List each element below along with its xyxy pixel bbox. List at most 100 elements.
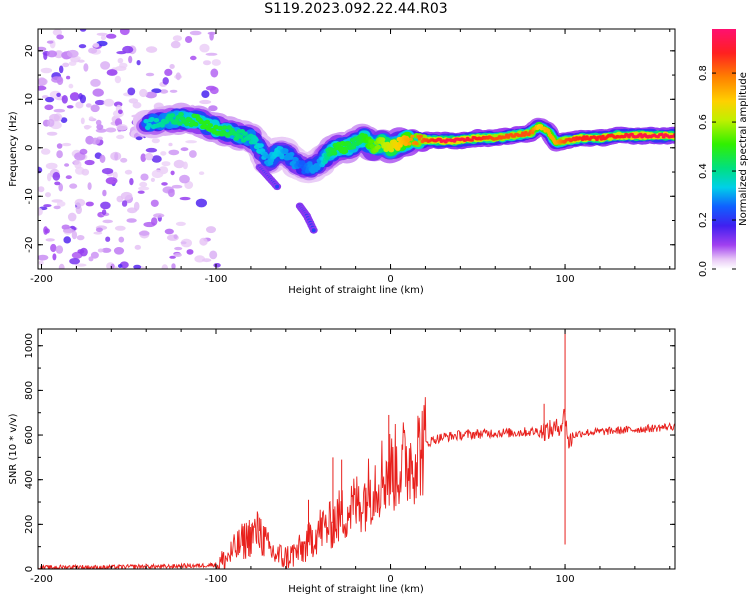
noise-blob bbox=[67, 212, 77, 222]
noise-blob bbox=[47, 118, 55, 127]
noise-blob bbox=[138, 186, 150, 191]
noise-blob bbox=[209, 86, 219, 95]
noise-blob bbox=[114, 66, 127, 71]
chart-title: S119.2023.092.22.44.R03 bbox=[264, 1, 448, 17]
noise-blob bbox=[201, 90, 210, 98]
noise-blob bbox=[44, 228, 50, 234]
noise-blob bbox=[38, 46, 47, 52]
noise-blob bbox=[56, 34, 64, 40]
spectrogram-x-axis-label: Height of straight line (km) bbox=[288, 285, 424, 296]
ridge-cell bbox=[416, 134, 421, 138]
colorbar-tick-label: 0.0 bbox=[698, 261, 709, 277]
ridge-cell bbox=[419, 134, 423, 138]
snr-y-axis-label: SNR (10 * v/v) bbox=[8, 413, 19, 484]
noise-blob bbox=[90, 78, 101, 87]
noise-blob bbox=[120, 191, 133, 200]
noise-blob bbox=[114, 225, 126, 231]
noise-blob bbox=[106, 33, 117, 39]
noise-blob bbox=[180, 238, 192, 248]
noise-blob bbox=[119, 29, 130, 36]
noise-blob bbox=[171, 263, 176, 269]
noise-blob bbox=[139, 88, 148, 98]
ridge-cell bbox=[406, 138, 410, 142]
ridge-cell bbox=[258, 143, 264, 148]
ridge-cell bbox=[659, 132, 664, 137]
noise-blob bbox=[120, 157, 128, 163]
noise-blob bbox=[164, 68, 173, 76]
colorbar-ticks: 0.0 0.2 0.4 0.6 0.8 bbox=[698, 65, 736, 277]
ridge-cell bbox=[207, 123, 213, 128]
x-tick-label: 0 bbox=[387, 274, 393, 285]
noise-blob bbox=[132, 101, 142, 109]
noise-blob bbox=[56, 92, 61, 97]
noise-blob bbox=[38, 186, 45, 193]
colorbar-tick-label: 0.8 bbox=[698, 65, 709, 81]
noise-blob bbox=[161, 182, 168, 186]
noise-blob bbox=[213, 263, 221, 268]
noise-blob bbox=[58, 263, 65, 269]
noise-blob bbox=[139, 181, 148, 188]
noise-blob bbox=[121, 200, 128, 207]
noise-blob bbox=[199, 99, 212, 105]
noise-blob bbox=[88, 47, 98, 54]
noise-blob bbox=[113, 247, 125, 255]
ridge-cell bbox=[283, 148, 289, 153]
noise-blob bbox=[38, 85, 47, 91]
noise-blob bbox=[169, 255, 176, 259]
noise-blob bbox=[211, 59, 221, 66]
ridge-cell bbox=[146, 122, 152, 128]
noise-blob bbox=[168, 149, 180, 156]
noise-blob bbox=[56, 201, 66, 207]
noise-blob bbox=[100, 201, 111, 210]
noise-blob bbox=[185, 140, 198, 144]
noise-blob bbox=[100, 61, 111, 70]
ridge-cell bbox=[522, 133, 527, 137]
ridge-cell bbox=[368, 139, 375, 144]
ridge-cell bbox=[204, 119, 211, 125]
noise-blob bbox=[160, 151, 167, 156]
noise-blob bbox=[77, 249, 85, 254]
x-tick-label: 100 bbox=[556, 574, 575, 585]
ridge-cell bbox=[580, 137, 585, 142]
ridge-cell bbox=[407, 142, 412, 146]
colorbar-tick-label: 0.6 bbox=[698, 114, 709, 130]
noise-blob bbox=[74, 198, 86, 207]
noise-blob bbox=[137, 190, 145, 194]
y-tick-label: 10 bbox=[24, 93, 35, 106]
noise-blob bbox=[150, 177, 155, 182]
noise-blob bbox=[118, 109, 123, 115]
ridge-cell bbox=[661, 135, 666, 139]
noise-blob bbox=[159, 89, 169, 94]
noise-blob bbox=[95, 119, 102, 126]
noise-blob bbox=[55, 245, 64, 254]
ridge-cell bbox=[169, 113, 176, 118]
noise-blob bbox=[64, 163, 70, 167]
colorbar-label: Normalized spectral amplitude bbox=[738, 72, 749, 226]
ridge-cell bbox=[403, 141, 409, 147]
ridge-cell bbox=[410, 134, 415, 138]
noise-blob bbox=[173, 159, 185, 169]
noise-blob bbox=[144, 152, 154, 161]
noise-blob bbox=[65, 175, 72, 180]
snr-plot-area bbox=[38, 329, 675, 569]
noise-blob bbox=[58, 183, 63, 192]
y-tick-label: 20 bbox=[24, 44, 35, 57]
noise-blob bbox=[75, 101, 84, 109]
ridge-cell bbox=[213, 124, 219, 130]
noise-blob bbox=[179, 196, 191, 201]
noise-blob bbox=[40, 67, 53, 74]
noise-blob bbox=[101, 247, 112, 253]
noise-blob bbox=[75, 205, 83, 215]
noise-blob bbox=[169, 64, 175, 69]
spectrogram-plot-area bbox=[38, 29, 675, 269]
noise-blob bbox=[174, 246, 183, 251]
noise-blob bbox=[162, 77, 169, 85]
noise-blob bbox=[182, 161, 188, 170]
noise-blob bbox=[88, 256, 94, 262]
colorbar-tick-label: 0.4 bbox=[698, 163, 709, 179]
noise-blob bbox=[198, 171, 205, 175]
noise-blob bbox=[136, 60, 141, 66]
noise-blob bbox=[96, 124, 104, 130]
noise-blob bbox=[199, 237, 208, 246]
